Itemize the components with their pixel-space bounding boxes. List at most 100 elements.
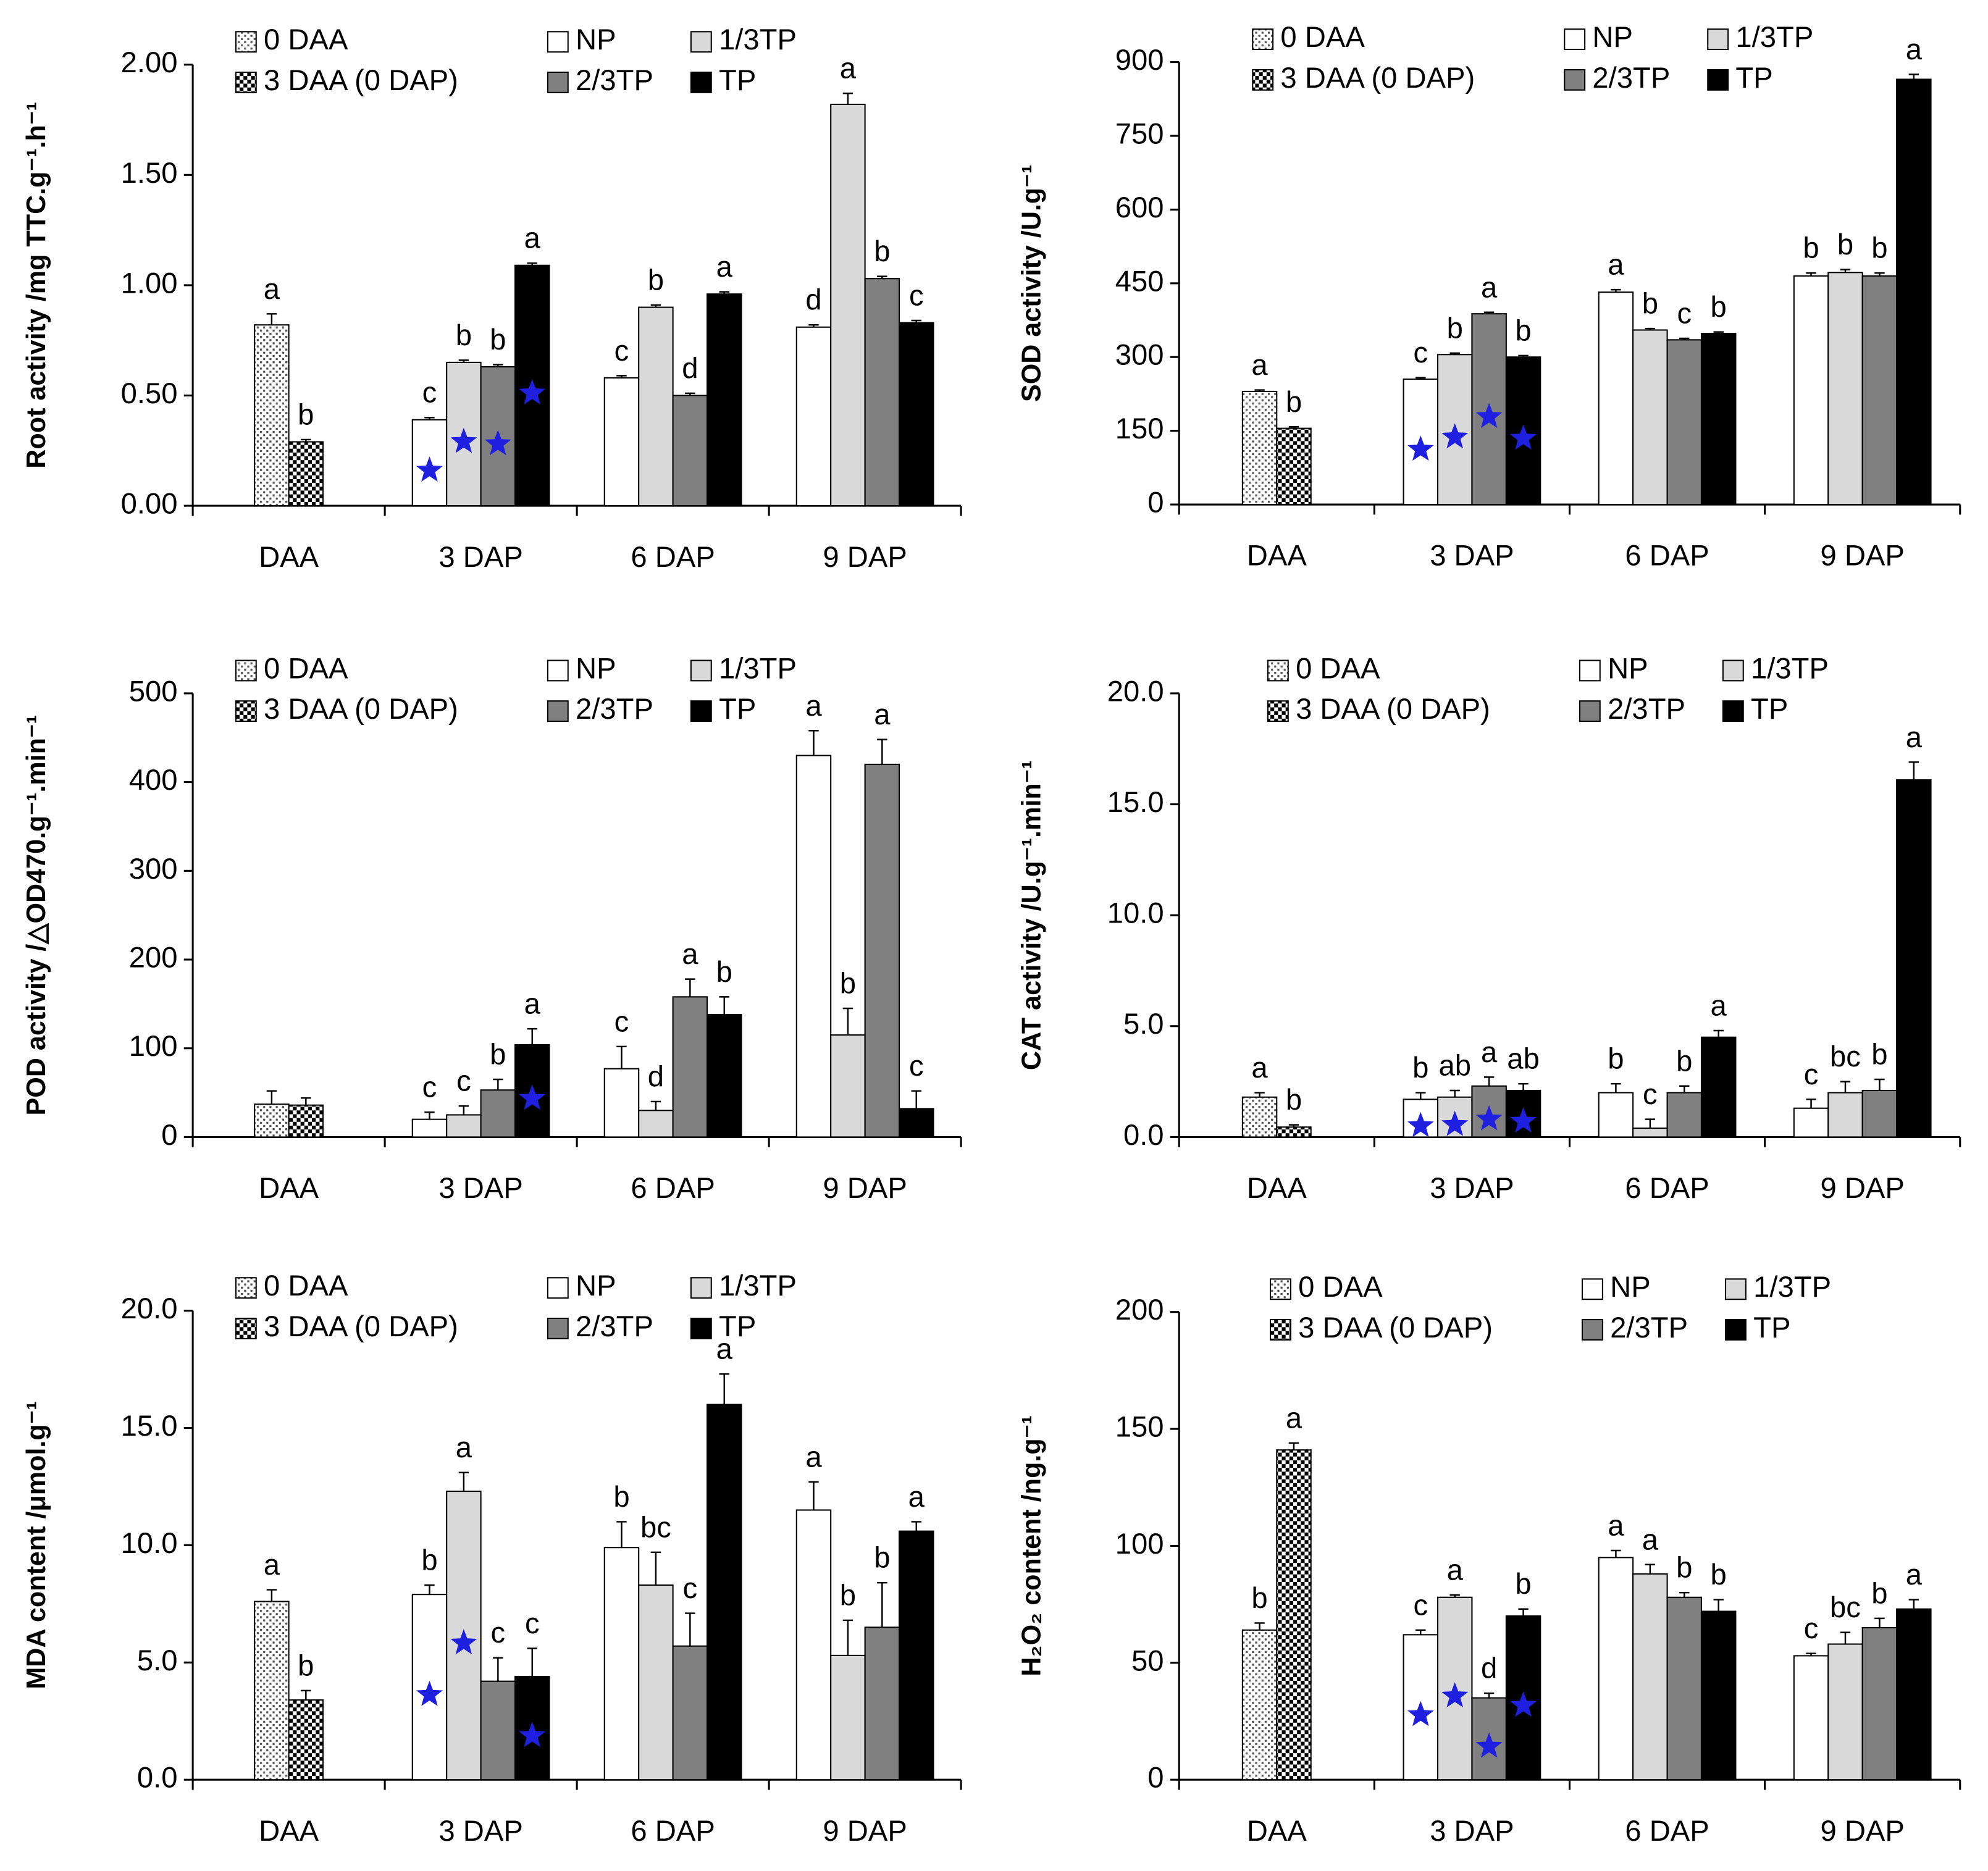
significance-letter: b	[1286, 1084, 1302, 1116]
significance-letter: b	[874, 1542, 890, 1575]
y-tick-label: 0	[1147, 1762, 1164, 1794]
legend-label: TP	[1753, 1312, 1790, 1344]
y-tick-label: 400	[129, 764, 178, 797]
bar	[603, 377, 640, 507]
bar	[1276, 1449, 1312, 1781]
legend-label: TP	[719, 693, 756, 726]
significance-star	[450, 1629, 477, 1655]
bar	[603, 1547, 640, 1781]
legend-label: 3 DAA (0 DAP)	[264, 1310, 458, 1343]
significance-letter: b	[1871, 1577, 1887, 1610]
legend-label: 2/3TP	[1610, 1312, 1688, 1344]
bar	[1276, 427, 1312, 506]
legend-swatch	[690, 1277, 712, 1299]
significance-letter: a	[1481, 1036, 1498, 1069]
legend-swatch	[690, 71, 712, 93]
significance-star	[519, 379, 546, 405]
legend-swatch	[235, 1277, 257, 1299]
significance-letter: b	[1871, 1039, 1887, 1071]
legend-swatch	[235, 659, 257, 682]
legend-swatch	[1581, 1318, 1603, 1341]
y-axis-label: CAT activity /U.g⁻¹.min⁻¹	[1017, 760, 1047, 1070]
significance-star	[416, 1680, 443, 1706]
significance-letter: a	[716, 1333, 733, 1366]
y-tick-label: 0	[161, 1119, 177, 1152]
y-tick-label: 15.0	[1107, 786, 1164, 819]
bar	[480, 1680, 516, 1781]
x-tick-label: DAA	[1247, 540, 1307, 572]
x-tick-label: 6 DAP	[631, 1172, 715, 1205]
y-tick-label: 0.0	[137, 1762, 178, 1794]
y-axis-label: Root activity /mg TTC.g⁻¹.h⁻¹	[22, 102, 51, 469]
bar	[707, 293, 742, 507]
significance-letter: b	[490, 1039, 506, 1071]
significance-star	[1441, 423, 1469, 449]
bar	[707, 1404, 742, 1781]
bar	[1632, 329, 1668, 506]
legend-label: 0 DAA	[1280, 21, 1365, 54]
legend-label: 1/3TP	[719, 652, 797, 685]
significance-letter: d	[1481, 1652, 1497, 1685]
y-tick-label: 100	[1115, 1528, 1164, 1560]
bar	[254, 324, 290, 507]
legend-swatch	[1267, 700, 1289, 722]
legend-swatch	[1724, 1278, 1747, 1300]
bar	[672, 395, 708, 507]
legend-label: 2/3TP	[1592, 62, 1670, 94]
significance-letter: a	[716, 251, 733, 283]
bar	[1896, 1608, 1932, 1781]
bar	[1666, 1596, 1703, 1781]
legend-label: TP	[719, 1310, 756, 1343]
significance-letter: b	[1608, 1043, 1624, 1076]
x-tick-label: 3 DAP	[1430, 1172, 1514, 1205]
bar	[672, 996, 708, 1138]
bar	[1598, 1092, 1634, 1138]
bar	[288, 1699, 324, 1781]
legend-swatch	[1722, 659, 1744, 682]
legend-label: TP	[1735, 62, 1772, 94]
x-tick-label: 9 DAP	[823, 1815, 907, 1848]
bar	[1793, 1107, 1829, 1138]
legend-label: TP	[719, 64, 756, 97]
bar	[830, 1034, 866, 1138]
bar	[830, 103, 866, 507]
bar	[1827, 272, 1863, 506]
significance-letter: a	[1711, 989, 1727, 1022]
legend-label: 0 DAA	[264, 1270, 348, 1302]
y-tick-label: 450	[1115, 265, 1164, 298]
x-tick-label: 9 DAP	[1820, 1815, 1904, 1848]
bar	[795, 1509, 832, 1781]
significance-star	[1510, 1107, 1537, 1133]
y-tick-label: 900	[1115, 44, 1164, 77]
y-tick-label: 0	[1147, 487, 1164, 519]
significance-star	[1475, 1105, 1503, 1131]
legend-swatch	[1564, 69, 1586, 91]
significance-letter: b	[456, 319, 472, 352]
legend-swatch	[1269, 1278, 1291, 1300]
significance-star	[484, 430, 511, 456]
y-tick-label: 10.0	[121, 1527, 178, 1560]
panel: 0 100 200 300 400 500 POD activity /△OD470.g⁻¹…	[22, 652, 962, 1205]
bar	[1666, 339, 1703, 506]
significance-letter: c	[1804, 1612, 1819, 1645]
bar	[254, 1601, 290, 1781]
bar	[707, 1014, 742, 1138]
significance-letter: a	[1251, 349, 1268, 382]
x-tick-label: 3 DAP	[438, 1815, 522, 1848]
bar	[638, 1110, 674, 1138]
significance-letter: b	[1803, 232, 1819, 265]
significance-letter: bc	[1830, 1591, 1861, 1624]
legend-swatch	[1707, 28, 1729, 51]
significance-letter: c	[456, 1065, 471, 1098]
bar	[1700, 1610, 1737, 1781]
y-axis-label: POD activity /△OD470.g⁻¹.min⁻¹	[22, 715, 51, 1116]
significance-letter: a	[874, 698, 891, 731]
significance-letter: a	[840, 52, 857, 85]
significance-letter: a	[1286, 1402, 1302, 1434]
bar	[1276, 1126, 1312, 1138]
bar	[638, 1584, 674, 1781]
legend-label: NP	[576, 23, 616, 56]
y-tick-label: 1.50	[121, 157, 178, 190]
y-tick-label: 20.0	[1107, 675, 1164, 708]
